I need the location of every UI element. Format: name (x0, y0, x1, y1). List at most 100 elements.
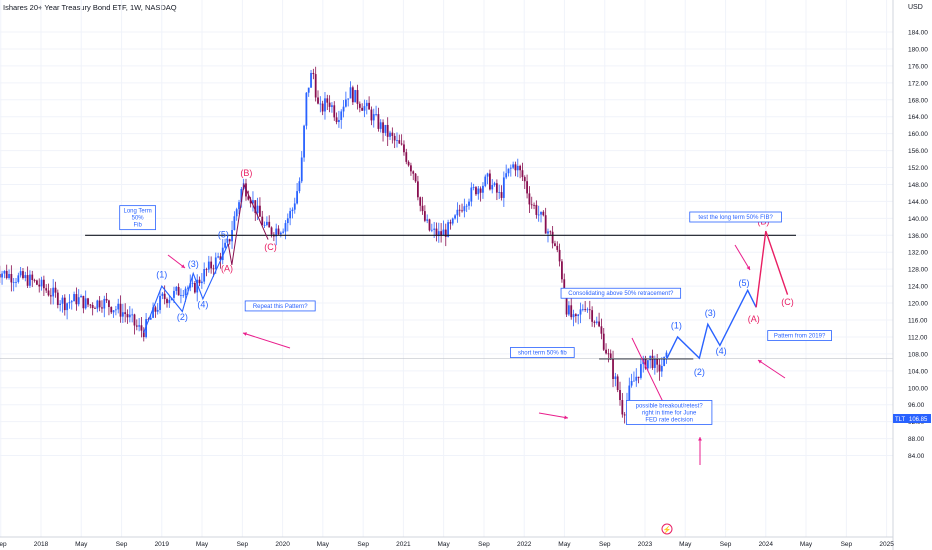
x-tick-label: Sep (0, 541, 7, 548)
candle-body (319, 103, 322, 105)
candle-body (249, 199, 252, 204)
candle-body (124, 312, 127, 315)
annotation-box (119, 205, 156, 231)
candle-body (405, 152, 408, 162)
candle-body (42, 279, 45, 289)
candle-body (653, 359, 656, 368)
candle-body (33, 279, 36, 281)
candle-body (477, 188, 480, 195)
candle-body (261, 216, 264, 226)
candle-body (507, 168, 510, 174)
candle-body (423, 211, 426, 221)
event-icon[interactable]: ⚡ (661, 523, 673, 535)
candle-body (207, 261, 210, 270)
candle-body (180, 295, 182, 296)
candle-body (556, 245, 559, 250)
candle-body (96, 300, 99, 309)
candle-body (621, 400, 624, 415)
candle-body (609, 353, 612, 360)
candle-body (489, 173, 491, 190)
candle-body (56, 292, 59, 305)
candle-body (126, 314, 129, 318)
y-tick-label: 180.00 (908, 46, 928, 53)
candle-body (217, 256, 220, 258)
candle-body (29, 274, 31, 286)
wave-label: (2) (694, 367, 705, 377)
annotation-text: 50% (132, 216, 145, 222)
candle-body (658, 364, 661, 372)
candle-body (182, 294, 185, 296)
svg-text:⚡: ⚡ (663, 525, 672, 534)
wave-label: (4) (197, 299, 208, 309)
projection-impulse (666, 288, 757, 360)
annotation-box (626, 400, 713, 425)
candle-body (277, 228, 280, 235)
candle-body (77, 297, 80, 305)
y-tick-label: 148.00 (908, 182, 928, 189)
wave-label: (2) (177, 312, 188, 322)
candle-body (623, 414, 626, 416)
candle-body (284, 223, 287, 232)
candle-body (40, 279, 43, 287)
candle-body (616, 376, 619, 391)
candle-body (516, 165, 519, 171)
candle-body (19, 271, 22, 276)
x-tick-label: May (558, 541, 571, 548)
candle-body (433, 228, 436, 230)
candle-body (370, 109, 373, 121)
candle-body (312, 72, 315, 75)
candle-body (484, 176, 487, 186)
x-tick-label: 2020 (275, 541, 290, 548)
candle-body (600, 326, 603, 334)
candle-body (454, 215, 456, 219)
candle-body (103, 298, 106, 309)
candle-body (191, 282, 194, 284)
candle-body (31, 274, 34, 280)
candle-body (640, 364, 642, 378)
candle-body (47, 290, 50, 296)
candle-body (105, 298, 108, 301)
candle-body (36, 280, 38, 285)
candle-body (63, 297, 66, 311)
candle-body (482, 185, 484, 193)
candle-body (421, 205, 424, 212)
candle-body (226, 239, 229, 243)
candle-body (549, 231, 552, 233)
y-tick-label: 176.00 (908, 63, 928, 70)
candle-body (356, 90, 359, 104)
candle-body (393, 135, 396, 141)
candle-body (463, 206, 466, 212)
candle-body (660, 365, 663, 372)
candle-body (565, 295, 568, 315)
candle-body (561, 261, 563, 280)
annotation-box (560, 287, 682, 299)
candle-body (398, 140, 401, 144)
candle-body (24, 275, 27, 279)
arrow-pattern-2019 (757, 359, 786, 379)
candle-body (451, 218, 454, 224)
candle-body (379, 122, 382, 129)
candle-body (537, 214, 540, 216)
annotation-box (689, 211, 782, 223)
candle-body (73, 294, 75, 302)
candle-body (205, 269, 208, 270)
candle-body (117, 303, 120, 310)
candle-body (200, 281, 203, 284)
candle-body (61, 297, 64, 304)
x-tick-label: May (679, 541, 692, 548)
candle-body (254, 200, 257, 214)
wave-label: (A) (748, 314, 760, 324)
candle-body (512, 164, 515, 168)
candle-body (646, 360, 649, 369)
candle-body (493, 183, 496, 186)
candle-body (663, 356, 666, 366)
candle-body (458, 209, 461, 211)
candle-body (372, 114, 375, 121)
candle-body (94, 308, 96, 309)
candle-body (342, 106, 345, 112)
candle-body (142, 330, 145, 338)
arrow-test-long-term (734, 244, 751, 271)
candle-body (407, 161, 410, 166)
candle-body (310, 72, 312, 88)
